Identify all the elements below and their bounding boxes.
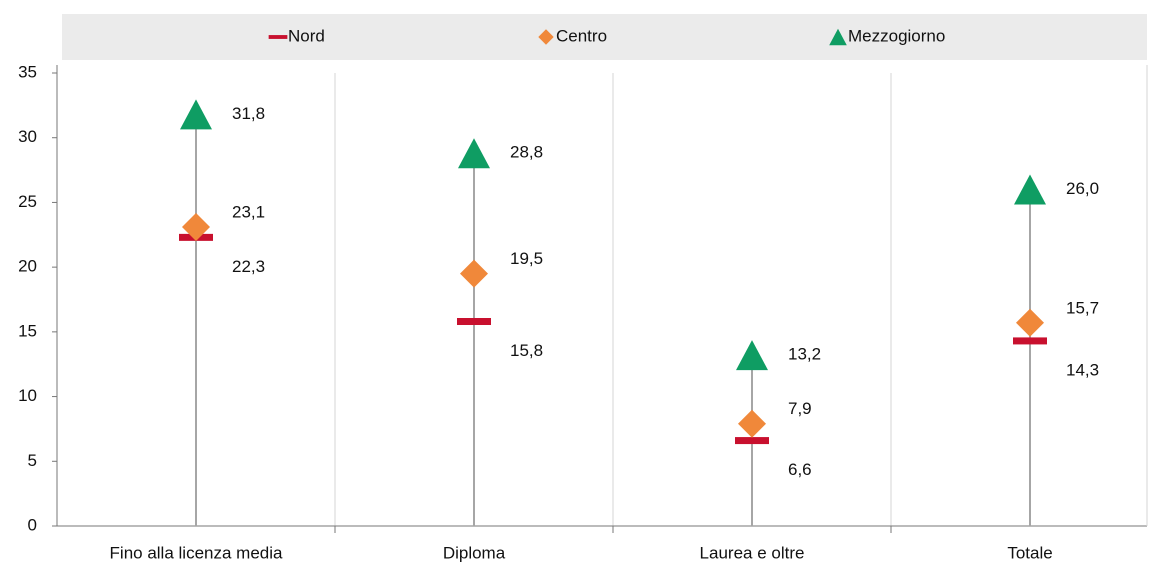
data-label: 6,6 xyxy=(788,460,812,479)
y-tick-label: 20 xyxy=(18,257,37,276)
data-label: 28,8 xyxy=(510,143,543,162)
data-label: 23,1 xyxy=(232,203,265,222)
y-tick-label: 15 xyxy=(18,321,37,340)
y-tick-label: 0 xyxy=(28,515,37,534)
data-label: 22,3 xyxy=(232,257,265,276)
y-tick-label: 30 xyxy=(18,127,37,146)
data-label: 15,7 xyxy=(1066,298,1099,317)
data-point xyxy=(736,340,768,371)
data-point xyxy=(458,138,490,169)
y-tick-label: 25 xyxy=(18,192,37,211)
data-point xyxy=(1014,174,1046,205)
data-point xyxy=(1016,308,1044,337)
y-tick-label: 10 xyxy=(18,386,37,405)
data-label: 7,9 xyxy=(788,399,812,418)
legend-box xyxy=(62,14,1147,60)
x-tick-label: Totale xyxy=(1007,543,1052,562)
legend-label: Centro xyxy=(556,26,607,45)
legend-label: Nord xyxy=(288,26,325,45)
data-point xyxy=(457,318,491,326)
data-label: 14,3 xyxy=(1066,360,1099,379)
data-label: 13,2 xyxy=(788,345,821,364)
data-point xyxy=(735,437,769,445)
data-point xyxy=(738,409,766,438)
x-tick-label: Laurea e oltre xyxy=(700,543,805,562)
data-label: 19,5 xyxy=(510,249,543,268)
legend-marker xyxy=(538,29,554,45)
data-label: 31,8 xyxy=(232,104,265,123)
data-point xyxy=(460,259,488,288)
legend-marker xyxy=(268,35,288,39)
data-point xyxy=(180,99,212,130)
legend-marker xyxy=(829,28,847,46)
data-label: 15,8 xyxy=(510,341,543,360)
y-tick-label: 5 xyxy=(28,451,37,470)
y-tick-label: 35 xyxy=(18,62,37,81)
data-point xyxy=(1013,337,1047,345)
legend-label: Mezzogiorno xyxy=(848,26,945,45)
x-tick-label: Fino alla licenza media xyxy=(110,543,283,562)
data-label: 26,0 xyxy=(1066,179,1099,198)
data-point xyxy=(182,213,210,242)
x-tick-label: Diploma xyxy=(443,543,506,562)
